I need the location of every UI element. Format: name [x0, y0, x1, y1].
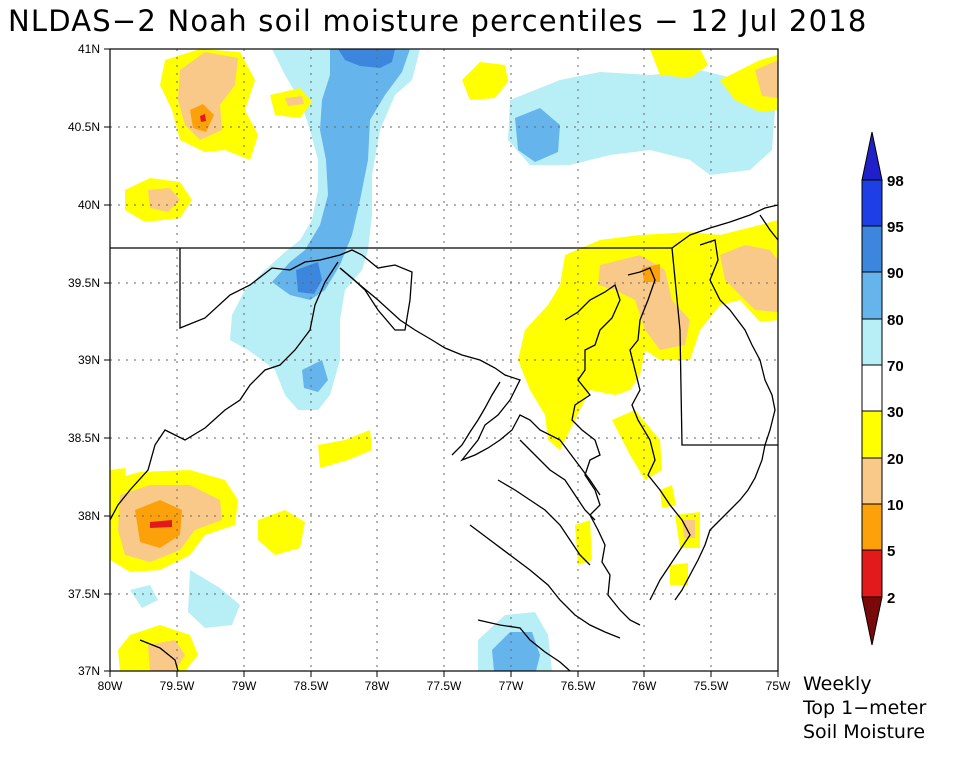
colorbar-segment-90	[861, 225, 883, 273]
dry-spot-nw-red	[200, 114, 206, 122]
caption-line-2: Top 1−meter	[803, 697, 927, 719]
lon-label: 79W	[232, 679, 257, 693]
lon-label: 77W	[499, 679, 524, 693]
west-va-border-s	[139, 639, 179, 671]
colorbar-label: 90	[887, 265, 904, 282]
dry-area-east	[518, 220, 778, 450]
dry-spot-top1-tan	[285, 96, 304, 106]
dry-patch-110-470	[110, 468, 125, 495]
lon-label: 78.5W	[294, 679, 329, 693]
caption-line-1: Weekly	[803, 673, 872, 695]
lon-labels: 80W 79.5W 79W 78.5W 78W 77.5W 77W 76.5W …	[98, 679, 791, 693]
wet-spot-39-0	[302, 360, 328, 392]
wv-md-border	[179, 248, 413, 331]
dry-spot-top3	[650, 49, 708, 78]
lat-labels: 41N 40.5N 40N 39.5N 39N 38.5N 38N 37.5N …	[68, 42, 100, 678]
boundaries	[110, 204, 778, 671]
map-title: NLDAS−2 Noah soil moisture percentiles −…	[8, 4, 868, 38]
delaware-bay	[674, 239, 776, 601]
colorbar-top-arrow	[861, 131, 883, 181]
wet-area-ne-core	[515, 108, 560, 162]
colorbar-segment-70	[861, 318, 883, 366]
wet-area-ne	[508, 70, 775, 175]
lon-label: 76.5W	[561, 679, 596, 693]
dry-area-east-orange	[642, 264, 660, 282]
james-river	[469, 524, 621, 639]
colorbar-segment-95	[861, 179, 883, 227]
colorbar-segment-2	[861, 549, 883, 598]
dry-spot-w40-tan	[148, 188, 180, 212]
lon-label: 79.5W	[160, 679, 195, 693]
lat-label: 38.5N	[68, 431, 100, 445]
colorbar: 98 95 90 80 70 30 20 10 5 2	[861, 131, 904, 646]
lon-label: 75W	[766, 679, 791, 693]
colorbar-segment-30	[861, 364, 883, 412]
dry-spot-top2	[462, 62, 508, 100]
rappahannock-river	[519, 439, 596, 521]
colorbar-segment-5	[861, 503, 883, 551]
dry-area-sw-red	[150, 520, 172, 528]
delmarva-coast	[671, 204, 778, 249]
dry-area-east-tan2	[720, 245, 778, 312]
lat-label: 40N	[78, 198, 100, 212]
wet-spot-39-6	[296, 262, 322, 294]
tick-marks	[104, 48, 779, 677]
lat-label: 38N	[78, 509, 100, 523]
lat-label: 41N	[78, 42, 100, 56]
colorbar-label: 80	[887, 312, 904, 329]
dry-patch-east-low3	[670, 563, 688, 585]
colorbar-bottom-arrow	[861, 596, 883, 646]
colorbar-label: 95	[887, 219, 904, 236]
colorbar-segment-20	[861, 410, 883, 459]
de-md-border	[671, 247, 778, 446]
dry-patch-east-low	[612, 410, 662, 480]
va-wv-border	[110, 261, 339, 521]
lat-label: 39.5N	[68, 276, 100, 290]
wet-band-top-deep	[338, 49, 395, 68]
dry-patch-38n-78-8w	[258, 510, 305, 555]
de-coast-north	[759, 214, 778, 241]
lon-label: 80W	[98, 679, 123, 693]
lon-label: 78W	[365, 679, 390, 693]
dry-patch-east-mid	[660, 485, 676, 508]
chesapeake-west	[564, 283, 641, 626]
colorbar-label: 98	[887, 173, 904, 190]
lat-label: 40.5N	[68, 120, 100, 134]
colorbar-labels: 98 95 90 80 70 30 20 10 5 2	[887, 173, 904, 607]
dry-patch-east-low4-tan	[682, 520, 695, 538]
legend-caption: Weekly Top 1−meter Soil Moisture	[803, 672, 926, 744]
wet-patch-south-core	[492, 632, 540, 671]
lon-label: 76W	[632, 679, 657, 693]
lat-label: 37.5N	[68, 587, 100, 601]
dry-spot-top4-tan	[755, 60, 778, 98]
wet-patch-sw1	[188, 570, 240, 628]
lon-label: 77.5W	[427, 679, 462, 693]
colorbar-label: 5	[887, 543, 895, 560]
caption-line-3: Soil Moisture	[803, 721, 926, 743]
potomac-river	[339, 267, 601, 496]
lon-label: 75.5W	[694, 679, 729, 693]
colorbar-label: 30	[887, 404, 904, 421]
chesapeake-east	[627, 267, 691, 601]
colorbar-label: 20	[887, 451, 904, 468]
dry-area-east-tan	[598, 255, 690, 350]
colorbar-label: 70	[887, 358, 904, 375]
lower-bay-shore	[477, 619, 571, 671]
small-river-1	[451, 381, 501, 456]
colorbar-label: 2	[887, 590, 895, 607]
colorbar-segment-10	[861, 457, 883, 505]
lat-label: 39N	[78, 353, 100, 367]
wet-patch-sw2	[130, 585, 158, 608]
york-river	[497, 479, 591, 566]
lat-label: 37N	[78, 664, 100, 678]
colorbar-segment-80	[861, 271, 883, 320]
wet-band-ridge-mid	[272, 49, 410, 300]
dry-patch-38-4n	[318, 430, 372, 468]
moisture-fields	[110, 49, 778, 671]
colorbar-label: 10	[887, 497, 904, 514]
